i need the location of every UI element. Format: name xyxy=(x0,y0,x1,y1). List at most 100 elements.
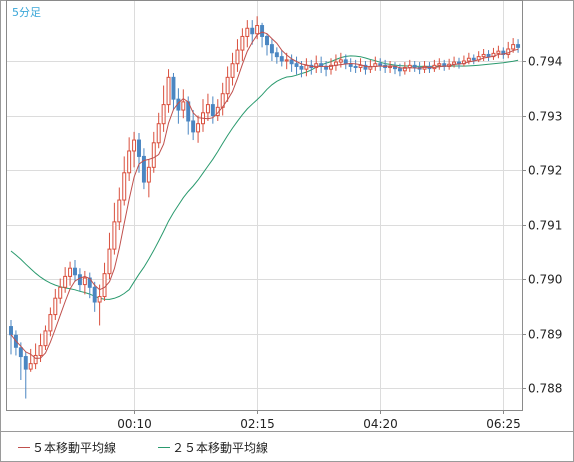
candle-body xyxy=(97,296,102,303)
candle xyxy=(397,63,402,77)
y-tick-label: 0.791 xyxy=(528,219,562,233)
candle-body xyxy=(9,326,13,336)
candle xyxy=(471,54,476,65)
candle xyxy=(260,22,265,48)
candle-body xyxy=(255,25,260,35)
candle xyxy=(181,89,186,119)
candle xyxy=(368,59,373,73)
candle-body xyxy=(240,35,245,51)
candle xyxy=(161,85,166,132)
candle xyxy=(77,268,82,292)
candle xyxy=(289,54,294,72)
candle-body xyxy=(353,65,358,69)
candle-body xyxy=(511,44,516,50)
candle xyxy=(151,131,156,173)
candle-body xyxy=(250,27,255,35)
y-tick-label: 0.789 xyxy=(528,328,562,342)
timeframe-label: 5分足 xyxy=(12,6,41,19)
candle xyxy=(265,33,269,56)
candle-body xyxy=(516,44,521,48)
candle xyxy=(230,52,235,86)
candle-body xyxy=(299,65,304,70)
candle xyxy=(97,284,102,326)
candle-body xyxy=(289,59,294,65)
candle xyxy=(122,156,127,206)
candle-body xyxy=(437,63,442,66)
candle xyxy=(137,132,141,173)
candle-body xyxy=(481,53,486,58)
candle-body xyxy=(171,76,176,100)
y-tick-label: 0.792 xyxy=(528,164,562,178)
candle-layer xyxy=(9,16,521,399)
candle-body xyxy=(48,314,53,332)
legend-item-ma25: ２５本移動平均線 xyxy=(158,440,268,455)
candle xyxy=(43,325,48,351)
candle xyxy=(205,93,210,121)
candle-body xyxy=(269,44,274,54)
candle xyxy=(87,272,92,299)
candle xyxy=(240,28,245,61)
candle xyxy=(378,58,383,71)
candle-body xyxy=(181,101,186,111)
candle-body xyxy=(225,76,230,95)
candle xyxy=(171,72,176,111)
candle xyxy=(191,110,196,141)
candle xyxy=(18,342,23,381)
candle-body xyxy=(496,50,501,54)
candle-body xyxy=(196,123,201,133)
candle xyxy=(92,281,97,312)
candle xyxy=(363,60,368,75)
candle xyxy=(82,270,87,295)
candle-body xyxy=(358,64,363,69)
candle-body xyxy=(210,104,215,117)
candle-body xyxy=(102,273,107,298)
candle-body xyxy=(279,56,284,62)
candle xyxy=(353,59,358,73)
candle xyxy=(63,267,68,293)
candle xyxy=(235,39,240,72)
y-tick-label: 0.793 xyxy=(528,110,562,124)
legend-label: ５本移動平均線 xyxy=(32,440,116,455)
candle xyxy=(58,278,63,304)
candle xyxy=(141,148,146,190)
x-tick-label: 06:25 xyxy=(486,417,521,431)
grid-layer xyxy=(6,1,522,410)
candle-body xyxy=(486,53,491,58)
candle xyxy=(112,202,117,255)
candle-body xyxy=(284,59,289,62)
candle xyxy=(38,333,43,363)
candle xyxy=(225,66,230,102)
candle-body xyxy=(112,221,117,250)
candle xyxy=(166,69,171,113)
candle-body xyxy=(314,63,319,69)
candle-body xyxy=(329,64,333,70)
candle-body xyxy=(68,267,73,277)
candle xyxy=(250,20,255,45)
x-tick-label: 00:10 xyxy=(117,417,152,431)
candle xyxy=(279,50,284,67)
candle xyxy=(73,260,77,282)
plot-frame xyxy=(6,0,523,411)
candle xyxy=(314,55,319,73)
candle xyxy=(33,343,38,370)
candle-body xyxy=(260,25,265,37)
candle-body xyxy=(166,76,171,106)
candle-body xyxy=(137,139,141,157)
candle-body xyxy=(87,277,92,288)
candle-body xyxy=(471,57,476,61)
candle xyxy=(53,288,58,321)
candle xyxy=(23,351,28,399)
candle xyxy=(132,131,137,168)
candle-body xyxy=(402,67,407,72)
candle-body xyxy=(82,277,87,286)
candle xyxy=(117,187,122,231)
legend-label: ２５本移動平均線 xyxy=(172,440,268,455)
candle-body xyxy=(191,120,196,133)
candle xyxy=(496,45,501,59)
candle-body xyxy=(274,52,279,58)
candle xyxy=(245,20,250,48)
candle-body xyxy=(156,123,161,144)
candle-body xyxy=(92,286,97,303)
